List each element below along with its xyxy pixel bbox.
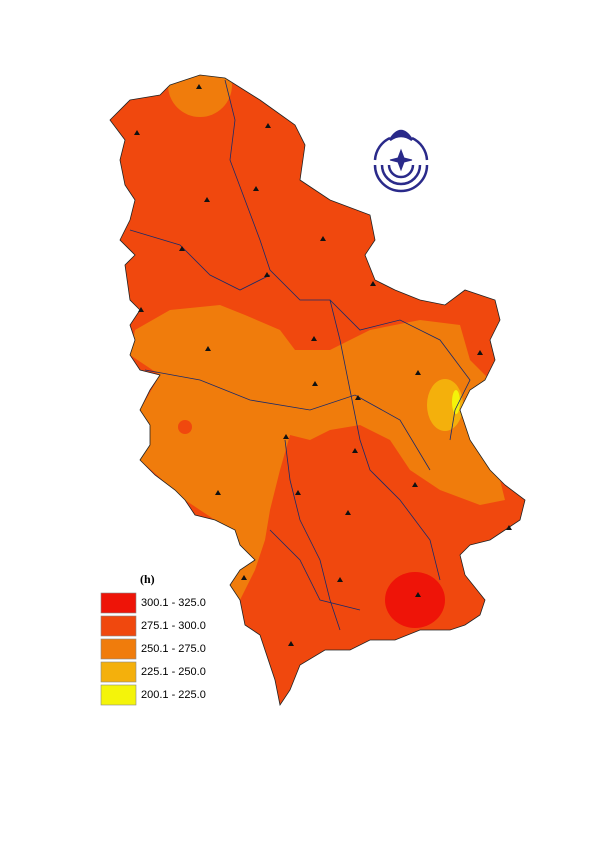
legend-title: (h) [140,572,155,586]
rivers [129,79,471,631]
zone [168,75,232,117]
legend-label: 275.1 - 300.0 [141,620,206,632]
zone [178,420,192,434]
legend-swatch [100,684,137,706]
legend-swatch [100,638,137,660]
logo [373,129,429,193]
legend-swatch [100,615,137,637]
legend-label: 225.1 - 250.0 [141,666,206,678]
zone [468,340,488,360]
zone [385,572,445,628]
legend-swatch [100,661,137,683]
stations [134,84,512,646]
legend-label: 250.1 - 275.0 [141,643,206,655]
legend-label: 300.1 - 325.0 [141,597,206,609]
zone [452,390,460,414]
legend-swatch [100,592,137,614]
legend-label: 200.1 - 225.0 [141,689,206,701]
legend: 300.1 - 325.0 275.1 - 300.0 250.1 - 275.0 2… [100,592,206,706]
